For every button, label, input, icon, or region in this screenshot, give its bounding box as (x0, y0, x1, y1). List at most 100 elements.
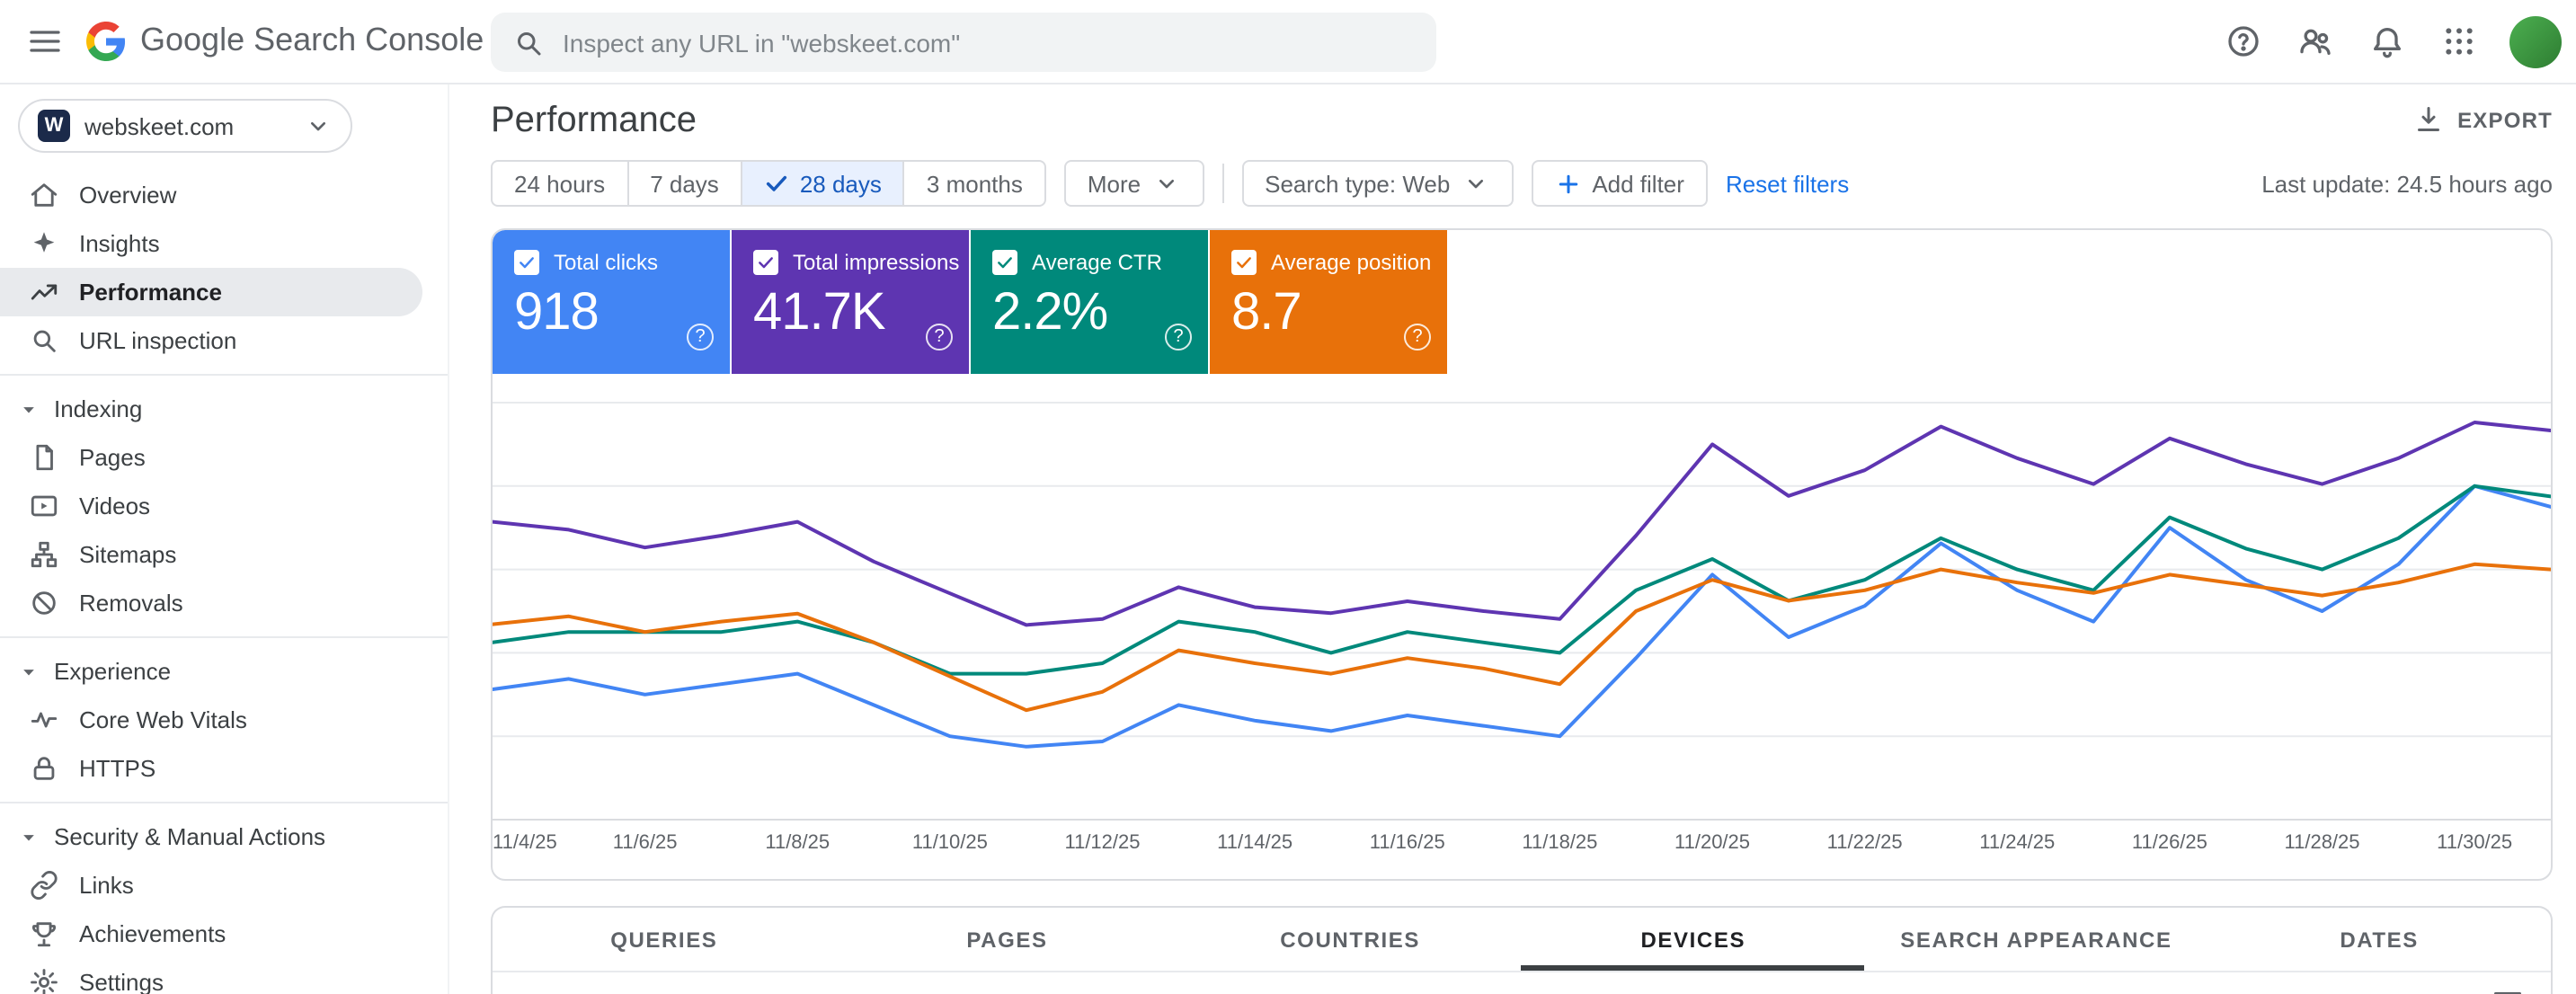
page-title: Performance (491, 100, 697, 139)
help-icon (2225, 23, 2261, 59)
sidebar-item-core-web-vitals[interactable]: Core Web Vitals (0, 696, 422, 744)
sidebar-item-https[interactable]: HTTPS (0, 744, 422, 793)
reset-filters-link[interactable]: Reset filters (1725, 170, 1850, 197)
google-logo-icon (86, 21, 126, 60)
triangle-down-icon (16, 824, 41, 849)
performance-icon (29, 277, 59, 307)
performance-chart[interactable] (493, 395, 2551, 827)
tab-pages[interactable]: PAGES (966, 927, 1048, 953)
help-icon[interactable]: ? (926, 324, 953, 351)
sidebar-item-performance[interactable]: Performance (0, 268, 422, 316)
series-ctr (493, 484, 2551, 676)
help-button[interactable] (2209, 7, 2278, 75)
apps-grid-button[interactable] (2425, 7, 2493, 75)
add-filter-button[interactable]: Add filter (1531, 160, 1708, 207)
sidebar-item-url-inspection[interactable]: URL inspection (0, 316, 422, 365)
x-tick-label: 11/10/25 (911, 832, 988, 854)
triangle-down-icon (16, 659, 41, 684)
sidebar-item-experience[interactable]: Experience (0, 647, 422, 696)
users-icon (2297, 23, 2333, 59)
main-menu-button[interactable] (11, 6, 79, 75)
date-range-3-months[interactable]: 3 months (902, 160, 1046, 207)
sidebar-item-links[interactable]: Links (0, 861, 422, 910)
sidebar-item-label: Removals (79, 590, 183, 617)
search-type-filter[interactable]: Search type: Web (1241, 160, 1514, 207)
chevron-down-icon (304, 111, 333, 140)
sidebar-item-indexing[interactable]: Indexing (0, 385, 422, 433)
sidebar-item-sitemaps[interactable]: Sitemaps (0, 530, 422, 579)
x-tick-label: 11/16/25 (1369, 832, 1445, 854)
metric-card-average-position[interactable]: Average position 8.7? (1210, 230, 1447, 374)
links-icon (29, 870, 59, 901)
filter-bar: 24 hours 7 days 28 days 3 months More Searc… (491, 160, 2553, 207)
sidebar-item-overview[interactable]: Overview (0, 171, 422, 219)
sidebar-item-pages[interactable]: Pages (0, 433, 422, 482)
table-toolbar (493, 972, 2551, 994)
sidebar-item-removals[interactable]: Removals (0, 579, 422, 627)
sidebar-item-achievements[interactable]: Achievements (0, 910, 422, 958)
metric-card-total-clicks[interactable]: Total clicks 918? (493, 230, 730, 374)
users-button[interactable] (2281, 7, 2349, 75)
sidebar-item-insights[interactable]: Insights (0, 219, 422, 268)
sidebar-item-label: Videos (79, 493, 151, 519)
metric-checkbox[interactable] (753, 250, 778, 275)
triangle-down-icon (16, 396, 41, 422)
property-favicon: W (38, 110, 70, 142)
url-inspection-search[interactable] (491, 13, 1436, 72)
date-range-7-days[interactable]: 7 days (626, 160, 742, 207)
series-impressions (493, 421, 2551, 627)
topbar-actions (2209, 7, 2562, 75)
tab-dates[interactable]: DATES (2340, 927, 2419, 953)
metric-card-total-impressions[interactable]: Total impressions 41.7K? (732, 230, 969, 374)
more-filters-button[interactable]: More (1063, 160, 1204, 207)
notifications-icon (2369, 23, 2405, 59)
metric-checkbox[interactable] (1231, 250, 1257, 275)
pages-icon (29, 442, 59, 473)
last-update-text: Last update: 24.5 hours ago (2261, 170, 2553, 197)
sidebar-item-label: Achievements (79, 920, 227, 947)
sidebar-item-security-manual-actions[interactable]: Security & Manual Actions (0, 812, 422, 861)
sidebar-item-videos[interactable]: Videos (0, 482, 422, 530)
help-icon[interactable]: ? (687, 324, 714, 351)
sidebar-nav: Overview Insights Performance URL inspectio… (0, 171, 448, 994)
help-icon[interactable]: ? (1165, 324, 1192, 351)
tab-countries[interactable]: COUNTRIES (1280, 927, 1420, 953)
x-tick-label: 11/26/25 (2131, 832, 2207, 854)
filter-list-icon[interactable] (2490, 983, 2526, 994)
metric-checkbox[interactable] (992, 250, 1017, 275)
metric-card-average-ctr[interactable]: Average CTR 2.2%? (971, 230, 1208, 374)
sidebar-item-settings[interactable]: Settings (0, 958, 422, 994)
chart-x-axis: 11/4/25 11/6/25 11/8/25 11/10/25 11/12/25 11/… (493, 832, 2551, 872)
date-range-24-hours[interactable]: 24 hours (491, 160, 629, 207)
x-tick-label: 11/6/25 (612, 832, 678, 854)
x-tick-label: 11/4/25 (493, 832, 557, 854)
notifications-button[interactable] (2353, 7, 2421, 75)
sidebar-item-label: Sitemaps (79, 541, 177, 568)
tab-queries[interactable]: QUERIES (610, 927, 718, 953)
home-icon (29, 180, 59, 210)
date-range-label: 24 hours (514, 170, 606, 197)
chart-area: 11/4/25 11/6/25 11/8/25 11/10/25 11/12/25 11/… (493, 374, 2551, 879)
metric-checkbox[interactable] (514, 250, 539, 275)
search-input[interactable] (563, 28, 1415, 57)
plus-icon (1554, 170, 1581, 197)
metric-cards: Total clicks 918? Total impressions 41.7K? A… (493, 230, 2551, 374)
date-range-28-days[interactable]: 28 days (740, 160, 905, 207)
sidebar-item-label: Settings (79, 969, 164, 994)
sidebar-item-label: Core Web Vitals (79, 706, 247, 733)
export-button[interactable]: EXPORT (2412, 104, 2553, 137)
chevron-down-icon (1151, 169, 1180, 198)
avatar[interactable] (2509, 15, 2562, 67)
x-tick-label: 11/22/25 (1826, 832, 1903, 854)
x-tick-label: 11/12/25 (1064, 832, 1141, 854)
help-icon[interactable]: ? (1404, 324, 1431, 351)
logo[interactable]: Google Search Console (86, 21, 484, 60)
sidebar-item-label: Experience (54, 658, 172, 685)
achievements-icon (29, 919, 59, 949)
performance-chart-card: Total clicks 918? Total impressions 41.7K? A… (491, 228, 2553, 881)
tab-devices[interactable]: DEVICES (1521, 908, 1865, 971)
tab-search-appearance[interactable]: SEARCH APPEARANCE (1900, 927, 2172, 953)
page-header: Performance EXPORT (491, 95, 2553, 146)
property-selector[interactable]: W webskeet.com (18, 99, 352, 153)
